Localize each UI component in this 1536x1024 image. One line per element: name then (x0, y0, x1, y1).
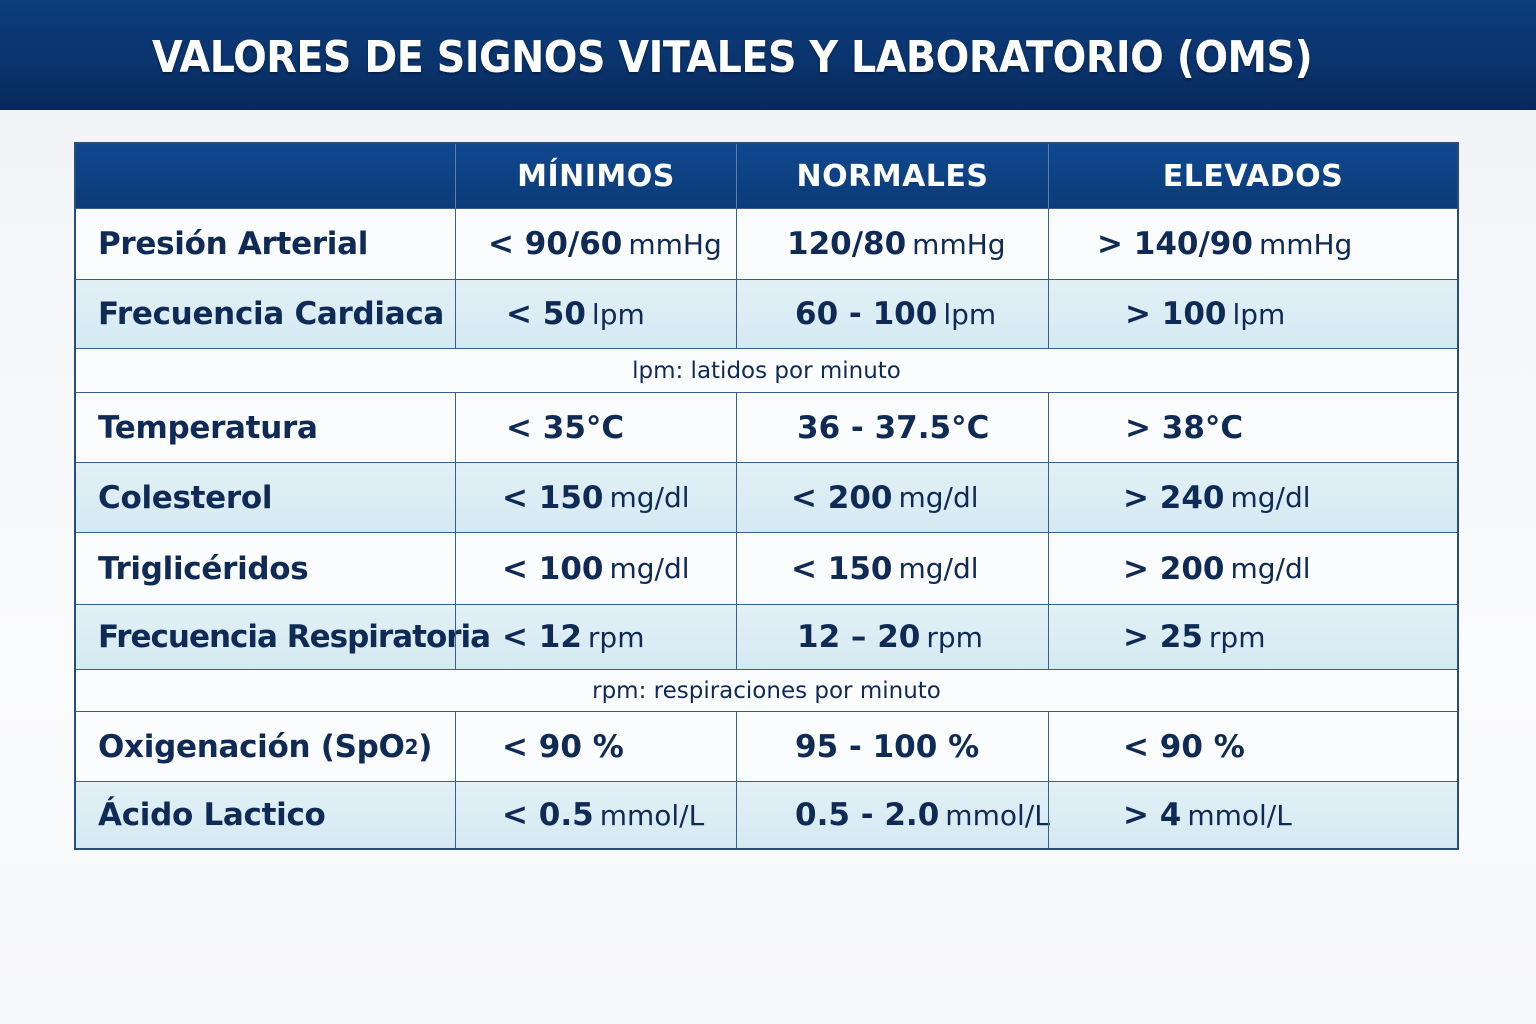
normal-value: 95 - 100 % (736, 712, 1048, 781)
row-label: Triglicéridos (98, 550, 309, 587)
rpm-note: rpm: respiraciones por minuto (592, 677, 941, 704)
vital-signs-table: MÍNIMOS NORMALES ELEVADOS Presión Arteri… (74, 142, 1459, 850)
min-value: < 0.5 mmol/L (455, 782, 736, 848)
table-row: Colesterol < 150 mg/dl < 200 mg/dl > 240 mg… (76, 463, 1457, 533)
row-label: Presión Arterial (98, 226, 369, 262)
min-value: < 90 % (455, 712, 736, 781)
high-value: > 140/90 mmHg (1048, 209, 1457, 279)
min-value: < 35°C (455, 393, 736, 462)
title-banner: VALORES DE SIGNOS VITALES Y LABORATORIO … (0, 0, 1536, 110)
row-label: Frecuencia Respiratoria (98, 619, 491, 655)
min-value: < 90/60 mmHg (455, 209, 736, 279)
header-empty-cell (76, 144, 455, 208)
min-value: < 150 mg/dl (455, 463, 736, 532)
table-row: Ácido Lactico < 0.5 mmol/L 0.5 - 2.0 mmol/… (76, 782, 1457, 848)
row-label: Ácido Lactico (98, 797, 326, 833)
table-row: Frecuencia Cardiaca < 50 lpm 60 - 100 lpm … (76, 280, 1457, 349)
high-value: > 240 mg/dl (1048, 463, 1457, 532)
header-minimos: MÍNIMOS (455, 144, 736, 208)
normal-value: 60 - 100 lpm (736, 280, 1048, 348)
min-value: < 12 rpm (455, 605, 736, 669)
high-value: > 4 mmol/L (1048, 782, 1457, 848)
min-value: < 50 lpm (455, 280, 736, 348)
row-label: Colesterol (98, 479, 273, 516)
normal-value: 12 – 20 rpm (736, 605, 1048, 669)
lpm-note: lpm: latidos por minuto (632, 357, 901, 384)
high-value: < 90 % (1048, 712, 1457, 781)
table-row: Oxigenación (SpO 2) < 90 % 95 - 100 % < 9… (76, 712, 1457, 782)
header-normales: NORMALES (736, 144, 1048, 208)
normal-value: 0.5 - 2.0 mmol/L (736, 782, 1050, 848)
rpm-note-row: rpm: respiraciones por minuto (76, 670, 1457, 712)
lpm-note-row: lpm: latidos por minuto (76, 349, 1457, 393)
normal-value: < 150 mg/dl (736, 533, 1048, 604)
high-value: > 25 rpm (1048, 605, 1457, 669)
table-header-row: MÍNIMOS NORMALES ELEVADOS (76, 144, 1457, 209)
page-title: VALORES DE SIGNOS VITALES Y LABORATORIO … (152, 32, 1313, 83)
table-row: Temperatura < 35°C 36 - 37.5°C > 38°C (76, 393, 1457, 463)
normal-value: 120/80 mmHg (736, 209, 1048, 279)
normal-value: < 200 mg/dl (736, 463, 1048, 532)
table-row: Frecuencia Respiratoria < 12 rpm 12 – 20 r… (76, 605, 1457, 670)
normal-value: 36 - 37.5°C (736, 393, 1048, 462)
min-value: < 100 mg/dl (455, 533, 736, 604)
header-elevados: ELEVADOS (1048, 144, 1457, 208)
high-value: > 38°C (1048, 393, 1457, 462)
row-label: Frecuencia Cardiaca (98, 296, 445, 332)
high-value: > 100 lpm (1048, 280, 1457, 348)
high-value: > 200 mg/dl (1048, 533, 1457, 604)
row-label: Oxigenación (SpO 2) (98, 728, 433, 765)
table-row: Presión Arterial < 90/60 mmHg 120/80 mmHg … (76, 209, 1457, 280)
row-label: Temperatura (98, 409, 318, 446)
table-row: Triglicéridos < 100 mg/dl < 150 mg/dl > 20… (76, 533, 1457, 605)
